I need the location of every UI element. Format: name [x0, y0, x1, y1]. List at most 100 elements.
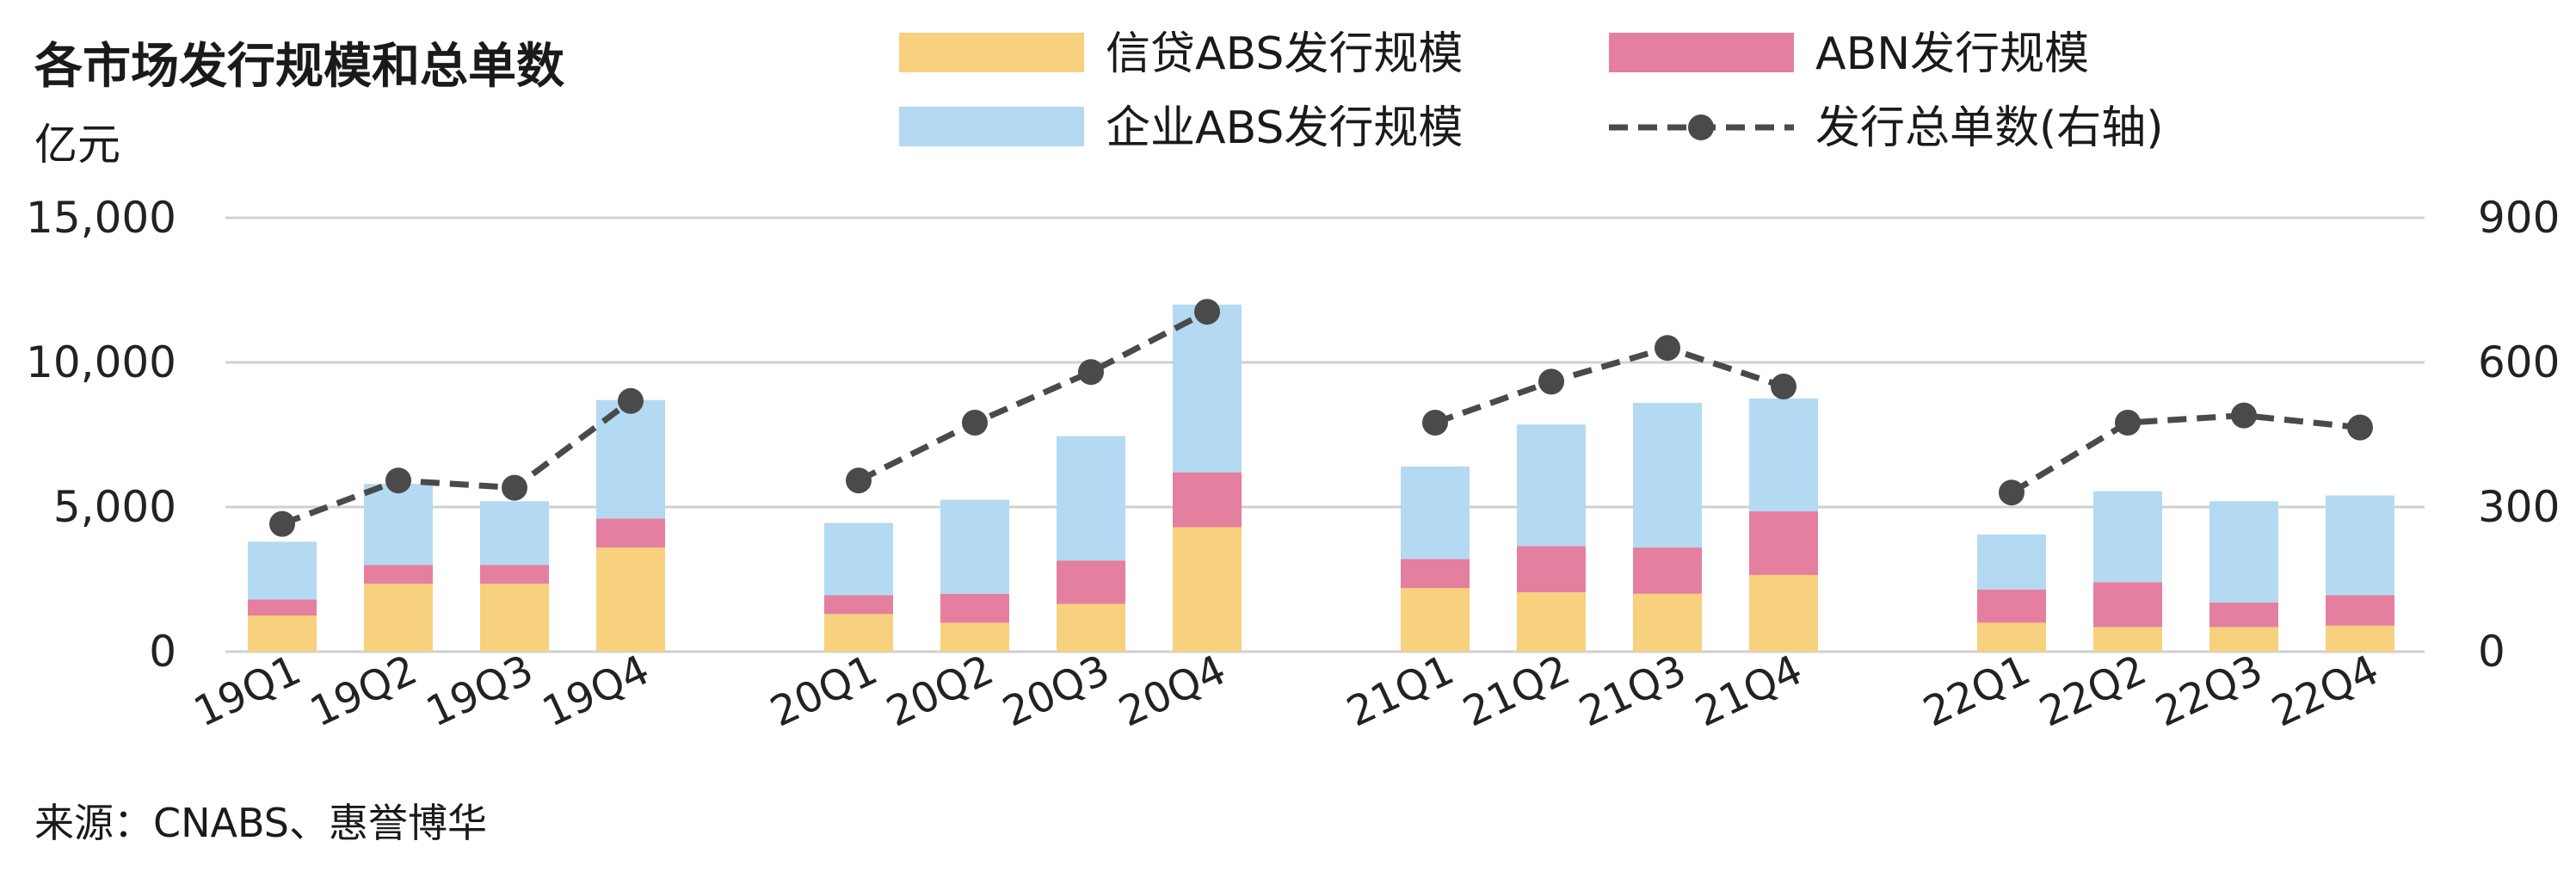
count-point	[1194, 299, 1220, 325]
legend-swatch	[899, 107, 1084, 146]
count-point	[1422, 410, 1448, 436]
bar-corp-abs	[1977, 534, 2046, 590]
legend-label: 信贷ABS发行规模	[1106, 28, 1463, 80]
x-tick-label: 19Q1	[187, 646, 308, 736]
bar-abn	[824, 595, 893, 615]
bar-corp-abs	[480, 501, 549, 566]
bar-credit-abs	[2326, 625, 2394, 652]
bar-corp-abs	[824, 523, 893, 596]
gridlines	[225, 216, 2425, 653]
bar-corp-abs	[1057, 436, 1125, 561]
bar-credit-abs	[1401, 588, 1470, 652]
y-axis-unit: 亿元	[34, 120, 120, 170]
bar-corp-abs	[1749, 399, 1818, 512]
bar-credit-abs	[824, 614, 893, 652]
bars	[248, 304, 2394, 652]
bar-corp-abs	[364, 484, 433, 566]
x-tick-label: 22Q2	[2032, 646, 2154, 736]
left-tick-label: 5,000	[53, 482, 176, 532]
x-tick-label: 22Q4	[2265, 646, 2386, 736]
bar-abn	[480, 565, 549, 584]
bar-corp-abs	[2326, 495, 2394, 596]
bar-corp-abs	[940, 499, 1009, 594]
right-axis: 0 300 600 900	[2478, 193, 2560, 677]
bar-abn	[1749, 511, 1818, 575]
bar-credit-abs	[480, 584, 549, 652]
count-point	[2347, 414, 2373, 441]
left-tick-label: 15,000	[26, 193, 176, 243]
count-line-segment	[857, 309, 1209, 484]
bar-corp-abs	[1633, 403, 1702, 548]
bar-credit-abs	[1057, 603, 1125, 652]
right-tick-label: 900	[2478, 193, 2560, 243]
bar-abn	[1173, 472, 1242, 528]
x-tick-label: 20Q1	[763, 646, 884, 736]
x-tick-label: 19Q3	[419, 646, 540, 736]
x-tick-label: 19Q4	[535, 646, 656, 736]
bar-abn	[2209, 602, 2278, 628]
count-point	[1078, 359, 1104, 386]
legend-label: ABN发行规模	[1815, 28, 2089, 80]
count-point	[962, 410, 988, 436]
legend-swatch	[899, 33, 1084, 72]
bar-abn	[1633, 547, 1702, 594]
right-tick-label: 300	[2478, 482, 2560, 532]
x-tick-label: 19Q2	[303, 646, 424, 736]
count-point	[502, 474, 527, 501]
count-point	[1999, 479, 2024, 506]
bar-credit-abs	[596, 547, 665, 652]
bar-abn	[1977, 589, 2046, 623]
x-tick-label: 21Q1	[1340, 646, 1461, 736]
bar-credit-abs	[1517, 592, 1586, 652]
x-tick-label: 20Q2	[879, 646, 1001, 736]
x-tick-label: 20Q4	[1112, 646, 1233, 736]
legend-point-swatch	[1688, 114, 1714, 140]
count-line-segment	[280, 398, 633, 527]
bar-abn	[1517, 546, 1586, 593]
legend-label: 企业ABS发行规模	[1106, 102, 1463, 154]
bar-credit-abs	[940, 622, 1009, 652]
bar-credit-abs	[1633, 593, 1702, 652]
right-tick-label: 600	[2478, 337, 2560, 387]
x-tick-label: 21Q3	[1572, 646, 1693, 736]
bar-credit-abs	[2093, 627, 2162, 652]
count-point	[385, 467, 411, 494]
count-point	[2231, 402, 2257, 429]
legend-swatch	[1609, 33, 1794, 72]
bar-abn	[596, 518, 665, 548]
bar-abn	[2326, 595, 2394, 626]
left-tick-label: 0	[149, 627, 176, 677]
bar-abn	[1057, 560, 1125, 604]
bar-corp-abs	[1401, 466, 1470, 560]
x-tick-label: 22Q3	[2148, 646, 2270, 736]
bar-corp-abs	[2209, 501, 2278, 603]
legend-label: 发行总单数(右轴)	[1815, 102, 2164, 154]
bar-abn	[2093, 582, 2162, 628]
bar-credit-abs	[1749, 574, 1818, 652]
count-point	[846, 467, 872, 494]
count-point	[1538, 368, 1564, 395]
x-tick-label: 20Q3	[995, 646, 1117, 736]
count-line-segment	[1433, 344, 1785, 426]
bar-abn	[940, 593, 1009, 623]
count-line	[269, 299, 2373, 537]
bar-abn	[364, 565, 433, 584]
page-title: 各市场发行规模和总单数	[34, 39, 564, 95]
count-point	[618, 387, 644, 414]
bar-abn	[1401, 559, 1470, 589]
bar-credit-abs	[364, 584, 433, 652]
count-point	[2115, 410, 2141, 436]
x-tick-label: 21Q2	[1456, 646, 1577, 736]
count-point	[1655, 335, 1680, 362]
x-tick-label: 22Q1	[1916, 646, 2037, 736]
left-axis: 0 5,000 10,000 15,000	[26, 193, 176, 677]
count-line-segment	[2010, 412, 2361, 496]
bar-corp-abs	[248, 541, 317, 600]
bar-corp-abs	[2093, 491, 2162, 583]
bar-abn	[248, 599, 317, 615]
source-note: 来源：CNABS、惠誉博华	[34, 800, 487, 846]
bar-credit-abs	[1173, 527, 1242, 652]
